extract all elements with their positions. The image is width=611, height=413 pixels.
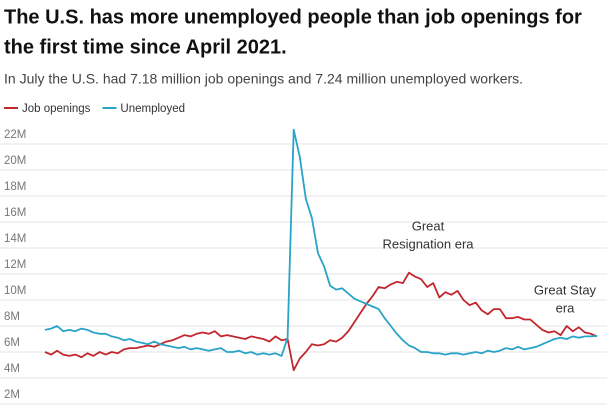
legend-label: Unemployed	[120, 103, 185, 115]
series-line	[44, 128, 598, 357]
y-tick-label: 2M	[4, 389, 20, 401]
chart-title: The U.S. has more unemployed people than…	[4, 6, 582, 28]
y-tick-label: 18M	[4, 181, 26, 193]
legend-label: Job openings	[22, 103, 91, 115]
y-tick-label: 16M	[4, 207, 26, 219]
y-tick-label: 12M	[4, 259, 26, 271]
annotation: Great	[412, 218, 445, 233]
y-tick-label: 4M	[4, 363, 20, 375]
chart-subtitle: In July the U.S. had 7.18 million job op…	[4, 71, 523, 87]
chart-title: the first time since April 2021.	[4, 36, 287, 58]
y-tick-label: 20M	[4, 155, 26, 167]
annotation: Great Stay	[534, 282, 597, 297]
y-tick-label: 8M	[4, 311, 20, 323]
y-tick-label: 14M	[4, 233, 26, 245]
y-tick-label: 10M	[4, 285, 26, 297]
y-tick-label: 6M	[4, 337, 20, 349]
y-tick-label: 22M	[4, 129, 26, 141]
annotation: Resignation era	[382, 236, 474, 251]
series-line	[44, 271, 598, 372]
annotation: era	[556, 300, 576, 315]
